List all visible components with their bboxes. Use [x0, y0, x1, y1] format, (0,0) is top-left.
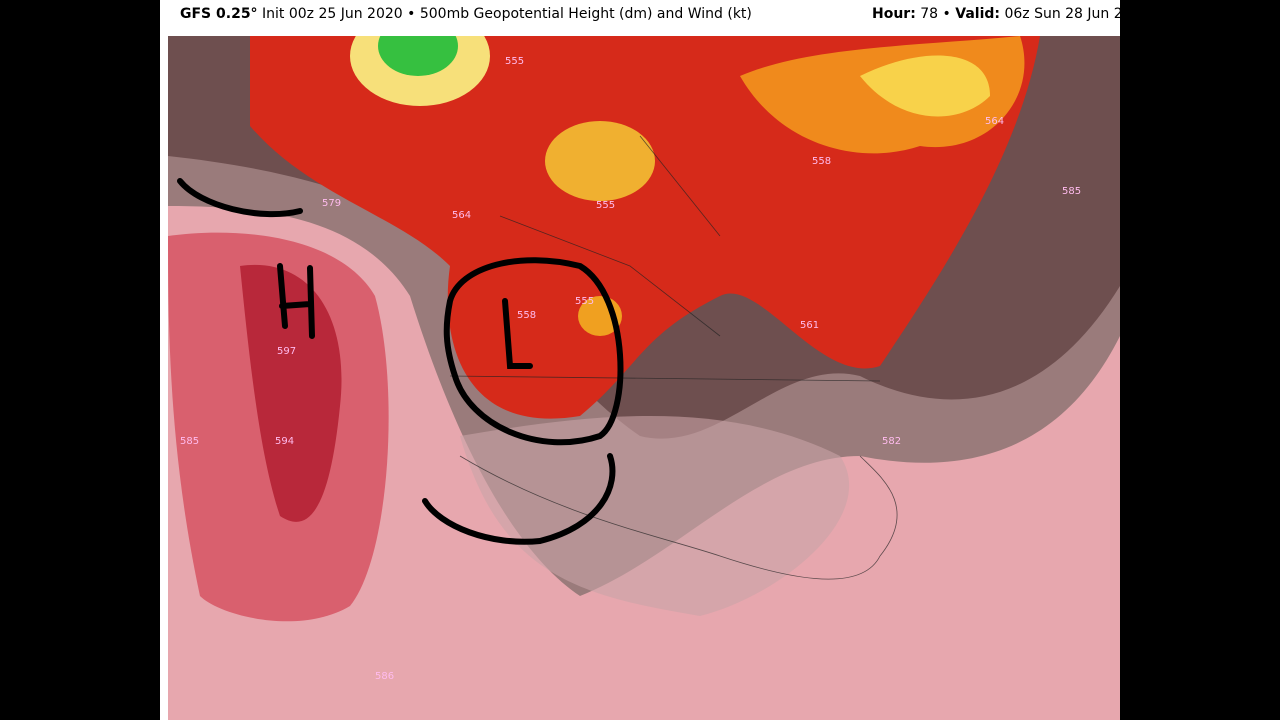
contour-label: 558	[812, 156, 831, 167]
contour-yellow	[545, 121, 655, 201]
contour-label: 555	[575, 296, 594, 307]
contour-label: 585	[180, 436, 199, 447]
ridge-core	[240, 264, 342, 522]
sep: •	[942, 6, 951, 22]
header-right: Hour: 78 • Valid: 06z Sun 28 Jun 2020	[872, 0, 1120, 36]
model: GFS 0.25°	[180, 6, 258, 22]
contour-label: 555	[505, 56, 524, 67]
map: 555 558 555 555 564 597 594 585 561 558 564 582 585 5…	[168, 36, 1120, 720]
header-left: GFS 0.25° Init 00z 25 Jun 2020 • 500mb G…	[180, 0, 752, 36]
contour-label: 594	[275, 436, 294, 447]
valid-label: Valid:	[955, 6, 1000, 22]
contour-label: 555	[596, 200, 615, 211]
contour-label: 597	[277, 346, 296, 357]
sep: •	[407, 6, 416, 22]
hour: 78	[920, 6, 939, 22]
contour-label: 561	[800, 320, 819, 331]
hour-label: Hour:	[872, 6, 916, 22]
contour-green	[378, 36, 458, 76]
contour-label: 579	[322, 198, 341, 209]
contour-label: 564	[985, 116, 1004, 127]
valid: 06z Sun 28 Jun 2020	[1004, 6, 1120, 22]
contour-label: 586	[375, 671, 394, 682]
contour-labels: 555 558 555 555 564 597 594 585 561 558 564 582 585 5…	[180, 56, 1081, 682]
borders	[449, 135, 898, 580]
product: 500mb Geopotential Height (dm) and Wind …	[419, 6, 752, 22]
init: Init 00z 25 Jun 2020	[262, 6, 403, 22]
map-frame: GFS 0.25° Init 00z 25 Jun 2020 • 500mb G…	[160, 0, 1120, 720]
hand-drawing	[177, 178, 624, 545]
header: GFS 0.25° Init 00z 25 Jun 2020 • 500mb G…	[160, 0, 1120, 36]
contour-label: 558	[517, 310, 536, 321]
contour-label: 585	[1062, 186, 1081, 197]
contour-label: 582	[882, 436, 901, 447]
contour-label: 564	[452, 210, 471, 221]
contour-yellow	[860, 55, 990, 117]
